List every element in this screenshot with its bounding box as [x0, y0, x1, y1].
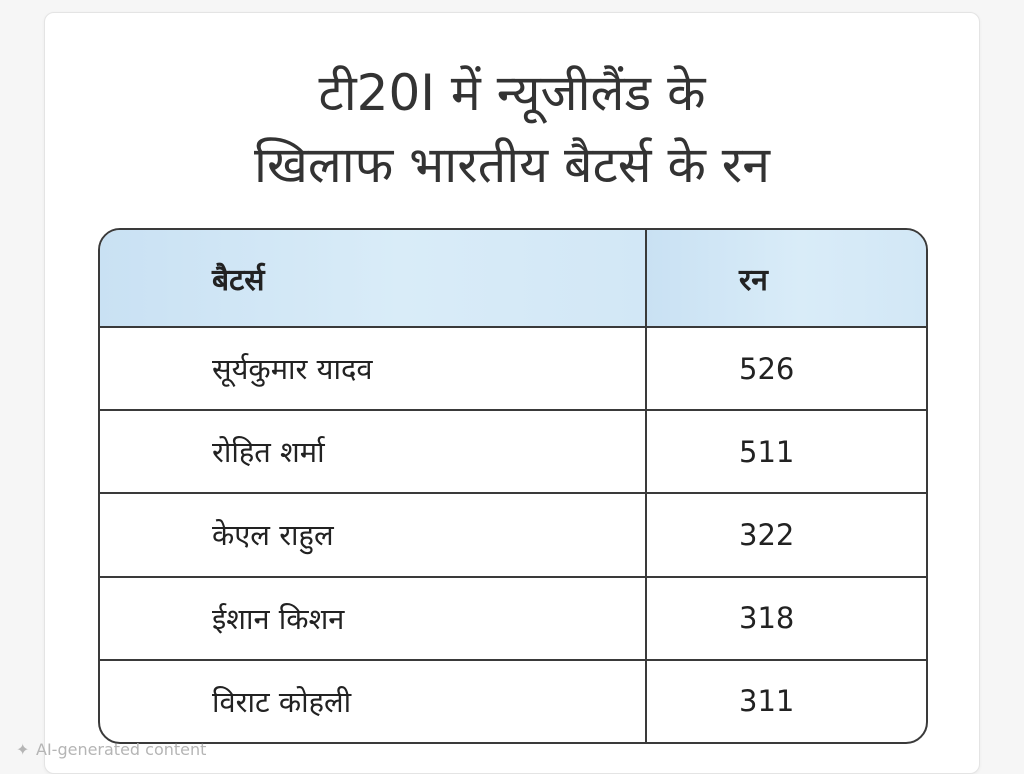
ai-generated-watermark: ✦ AI-generated content — [16, 738, 206, 762]
table-row: विराट कोहली 311 — [100, 658, 926, 742]
runs-table-container: बैटर्स रन सूर्यकुमार यादव 526 रोहित शर्म… — [98, 228, 928, 744]
batter-name: विराट कोहली — [100, 658, 647, 742]
table-row: ईशान किशन 318 — [100, 575, 926, 660]
batter-runs: 318 — [646, 575, 926, 660]
batter-name: रोहित शर्मा — [100, 409, 647, 494]
title-line-1: टी20I में न्यूजीलैंड के — [318, 64, 706, 122]
batter-runs: 322 — [646, 492, 926, 577]
header-runs: रन — [646, 230, 926, 328]
batter-runs: 311 — [646, 658, 926, 742]
table-header-row: बैटर्स रन — [100, 230, 926, 328]
batter-name: केएल राहुल — [100, 492, 647, 577]
runs-table: बैटर्स रन सूर्यकुमार यादव 526 रोहित शर्म… — [100, 230, 926, 742]
batter-name: सूर्यकुमार यादव — [100, 327, 647, 411]
batter-name: ईशान किशन — [100, 575, 647, 660]
header-batters: बैटर्स — [100, 230, 647, 328]
title-line-2: खिलाफ भारतीय बैटर्स के रन — [254, 136, 770, 194]
sparkle-icon: ✦ — [16, 740, 30, 759]
page-title: टी20I में न्यूजीलैंड के खिलाफ भारतीय बैट… — [45, 57, 979, 201]
batter-runs: 526 — [739, 351, 795, 386]
watermark-text: AI-generated content — [36, 740, 207, 759]
table-row: सूर्यकुमार यादव 526 — [100, 327, 926, 411]
table-row: केएल राहुल 322 — [100, 492, 926, 577]
table-row: रोहित शर्मा 511 — [100, 409, 926, 494]
batter-runs: 511 — [646, 409, 926, 494]
infographic-card: टी20I में न्यूजीलैंड के खिलाफ भारतीय बैट… — [44, 12, 980, 774]
